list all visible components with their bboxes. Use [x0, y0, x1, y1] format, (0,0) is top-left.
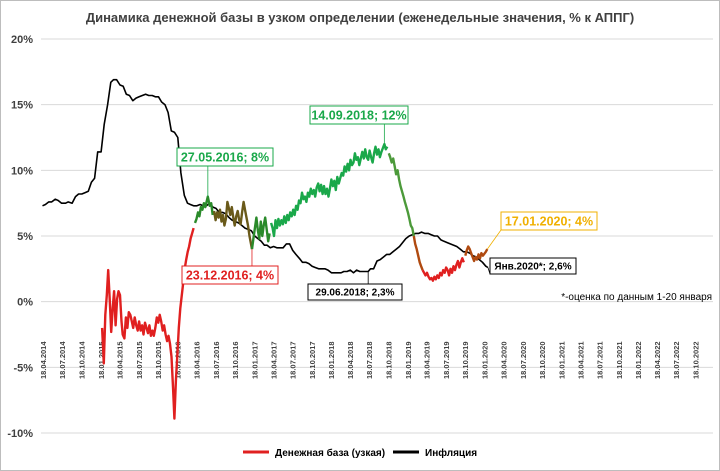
annotation-box [489, 257, 577, 275]
x-tick-label: 18.04.2019 [423, 341, 432, 379]
y-tick-label: -10% [7, 428, 33, 440]
annotation-label: 29.06.2018; 2,3% [316, 288, 395, 299]
annotation-label: 27.05.2016; 8% [181, 151, 269, 165]
annotation-box [307, 283, 403, 301]
series-line-monetary-base [269, 142, 389, 238]
y-tick-label: 20% [11, 34, 33, 46]
y-tick-label: 15% [11, 100, 33, 112]
x-tick-label: 18.04.2018 [346, 341, 355, 379]
annotation-box [176, 147, 274, 167]
x-tick-label: 18.04.2021 [576, 341, 585, 379]
y-tick-label: 0% [17, 297, 33, 309]
y-tick-label: 5% [17, 231, 33, 243]
legend: Денежная база (узкая) Инфляция [243, 447, 477, 459]
annotation-box [309, 105, 409, 125]
x-tick-label: 18.07.2021 [595, 341, 604, 379]
x-tick-label: 18.01.2020 [481, 341, 490, 379]
x-tick-label: 18.04.2020 [500, 341, 509, 379]
series-line-monetary-base [100, 227, 195, 420]
x-axis: 18.04.2014 18.07.2014 18.10.2014 18.01.2015… [39, 341, 700, 379]
series-line-monetary-base [250, 216, 271, 250]
x-tick-label: 18.01.2018 [327, 341, 336, 379]
x-tick-label: 18.04.2015 [116, 341, 125, 379]
series-line-monetary-base [212, 200, 254, 250]
x-tick-label: 18.10.2016 [231, 341, 240, 379]
x-tick-label: 18.01.2019 [404, 341, 413, 379]
annotation-label: Янв.2020*; 2,6% [494, 262, 571, 273]
x-tick-label: 18.10.2019 [461, 341, 470, 379]
x-tick-label: 18.10.2022 [692, 341, 701, 379]
x-tick-label: 18.01.2017 [250, 341, 259, 379]
x-tick-label: 18.01.2022 [634, 341, 643, 379]
x-tick-label: 18.07.2015 [135, 341, 144, 379]
series-line-inflation [42, 78, 489, 274]
x-tick-label: 18.07.2014 [58, 341, 67, 379]
x-tick-label: 18.07.2018 [365, 341, 374, 379]
x-tick-label: 18.04.2014 [39, 341, 48, 379]
series-line-monetary-base [464, 245, 489, 263]
x-tick-label: 18.04.2022 [653, 341, 662, 379]
x-tick-label: 18.07.2020 [519, 341, 528, 379]
x-tick-label: 18.04.2016 [193, 341, 202, 379]
series-line-monetary-base [421, 257, 465, 282]
x-tick-label: 18.04.2017 [269, 341, 278, 379]
x-tick-label: 18.10.2017 [308, 341, 317, 379]
x-tick-label: 18.10.2021 [615, 341, 624, 379]
x-tick-label: 18.01.2015 [97, 341, 106, 379]
x-tick-label: 18.07.2017 [288, 341, 297, 379]
plot-area [42, 78, 489, 420]
x-tick-label: 18.10.2014 [77, 341, 86, 379]
x-tick-label: 18.07.2022 [672, 341, 681, 379]
legend-entry: Инфляция [425, 447, 477, 459]
x-tick-label: 18.10.2015 [154, 341, 163, 379]
series-line-monetary-base [387, 152, 415, 237]
grid [41, 38, 713, 434]
series-line-monetary-base [412, 235, 424, 271]
annotation-label: 17.01.2020; 4% [505, 215, 593, 229]
y-axis: -10% -5% 0% 5% 10% 15% 20% [7, 34, 33, 440]
annotations: 14.09.2018; 12% 27.05.2016; 8% 17.01.2020;… [176, 105, 598, 301]
annotation-label: 14.09.2018; 12% [311, 109, 406, 123]
annotation-box [181, 265, 279, 285]
annotation-label: 23.12.2016; 4% [186, 269, 274, 283]
series-line-monetary-base [193, 195, 214, 224]
x-tick-label: 18.07.2016 [212, 341, 221, 379]
x-tick-label: 18.07.2019 [442, 341, 451, 379]
annotation-box [500, 211, 598, 231]
x-tick-label: 18.10.2018 [384, 341, 393, 379]
annotation-leader [486, 229, 502, 250]
x-tick-label: 18.10.2020 [538, 341, 547, 379]
chart-note: *-оценка по данным 1-20 января [561, 292, 712, 303]
chart-title: Динамика денежной базы в узком определен… [86, 10, 634, 25]
y-tick-label: 10% [11, 165, 33, 177]
legend-entry: Денежная база (узкая) [275, 447, 385, 459]
y-tick-label: -5% [13, 362, 33, 374]
x-tick-label: 18.01.2021 [557, 341, 566, 379]
